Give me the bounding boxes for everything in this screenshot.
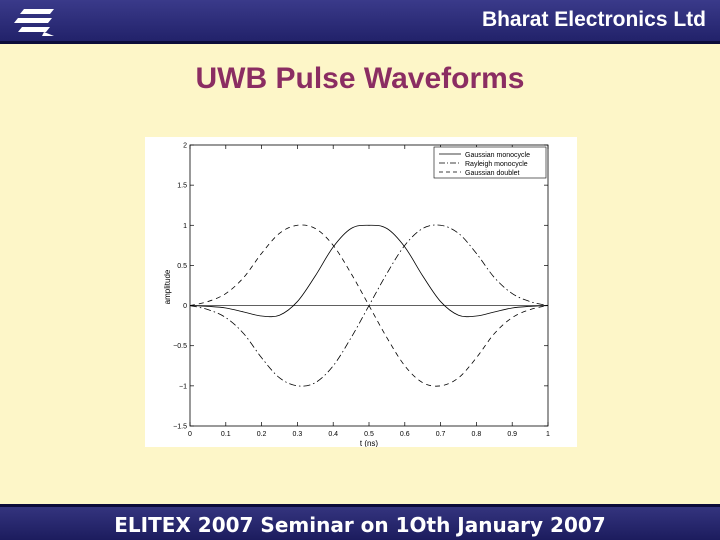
footer-text: ELITEX 2007 Seminar on 1Oth January 2007	[114, 513, 606, 537]
x-tick-label: 0.6	[400, 431, 410, 438]
x-tick-label: 0.2	[257, 431, 267, 438]
footer-bar: ELITEX 2007 Seminar on 1Oth January 2007	[0, 504, 720, 540]
series-group	[189, 224, 549, 387]
y-tick-label: 1	[183, 223, 187, 230]
y-axis-ticks: −1.5 −1 −0.5 0 0.5 1 1.5 2	[173, 143, 548, 431]
x-tick-label: 0.3	[293, 431, 303, 438]
bel-logo-icon	[14, 9, 54, 36]
waveform-chart: −1.5 −1 −0.5 0 0.5 1 1.5 2 0 0.1 0.2 0.3 0.4 0.5 0.6 0…	[163, 143, 550, 449]
series-line-gaussian-monocycle	[189, 224, 549, 318]
x-tick-label: 0.5	[364, 431, 374, 438]
x-tick-label: 0.7	[436, 431, 446, 438]
chart-container: −1.5 −1 −0.5 0 0.5 1 1.5 2 0 0.1 0.2 0.3 0.4 0.5 0.6 0…	[145, 137, 577, 449]
slide-title: UWB Pulse Waveforms	[195, 62, 525, 95]
y-axis-label: amplitude	[163, 269, 172, 304]
y-tick-label: 0	[183, 303, 187, 310]
x-tick-label: 0.1	[221, 431, 231, 438]
y-tick-label: −1	[179, 383, 187, 390]
x-tick-label: 0.8	[472, 431, 482, 438]
x-tick-label: 0.4	[328, 431, 338, 438]
y-tick-label: −1.5	[173, 424, 187, 431]
header-bar: Bharat Electronics Ltd	[0, 0, 720, 44]
legend-label-1: Rayleigh monocycle	[465, 161, 528, 168]
y-tick-label: 0.5	[177, 263, 187, 270]
legend-box	[433, 146, 547, 179]
plot-frame	[189, 144, 549, 427]
legend-label-2: Gaussian doublet	[465, 170, 520, 177]
y-tick-label: 1.5	[177, 183, 187, 190]
x-tick-label: 0	[188, 431, 192, 438]
x-tick-label: 1	[546, 431, 550, 438]
x-axis-label: t (ns)	[360, 439, 379, 447]
y-tick-label: −0.5	[173, 343, 187, 350]
legend: Gaussian monocycle Rayleigh monocycle Ga…	[433, 146, 547, 179]
series-line-gaussian-doublet	[189, 224, 549, 387]
legend-label-0: Gaussian monocycle	[465, 152, 530, 159]
x-tick-label: 0.9	[507, 431, 517, 438]
company-name: Bharat Electronics Ltd	[481, 8, 706, 31]
y-tick-label: 2	[183, 143, 187, 150]
